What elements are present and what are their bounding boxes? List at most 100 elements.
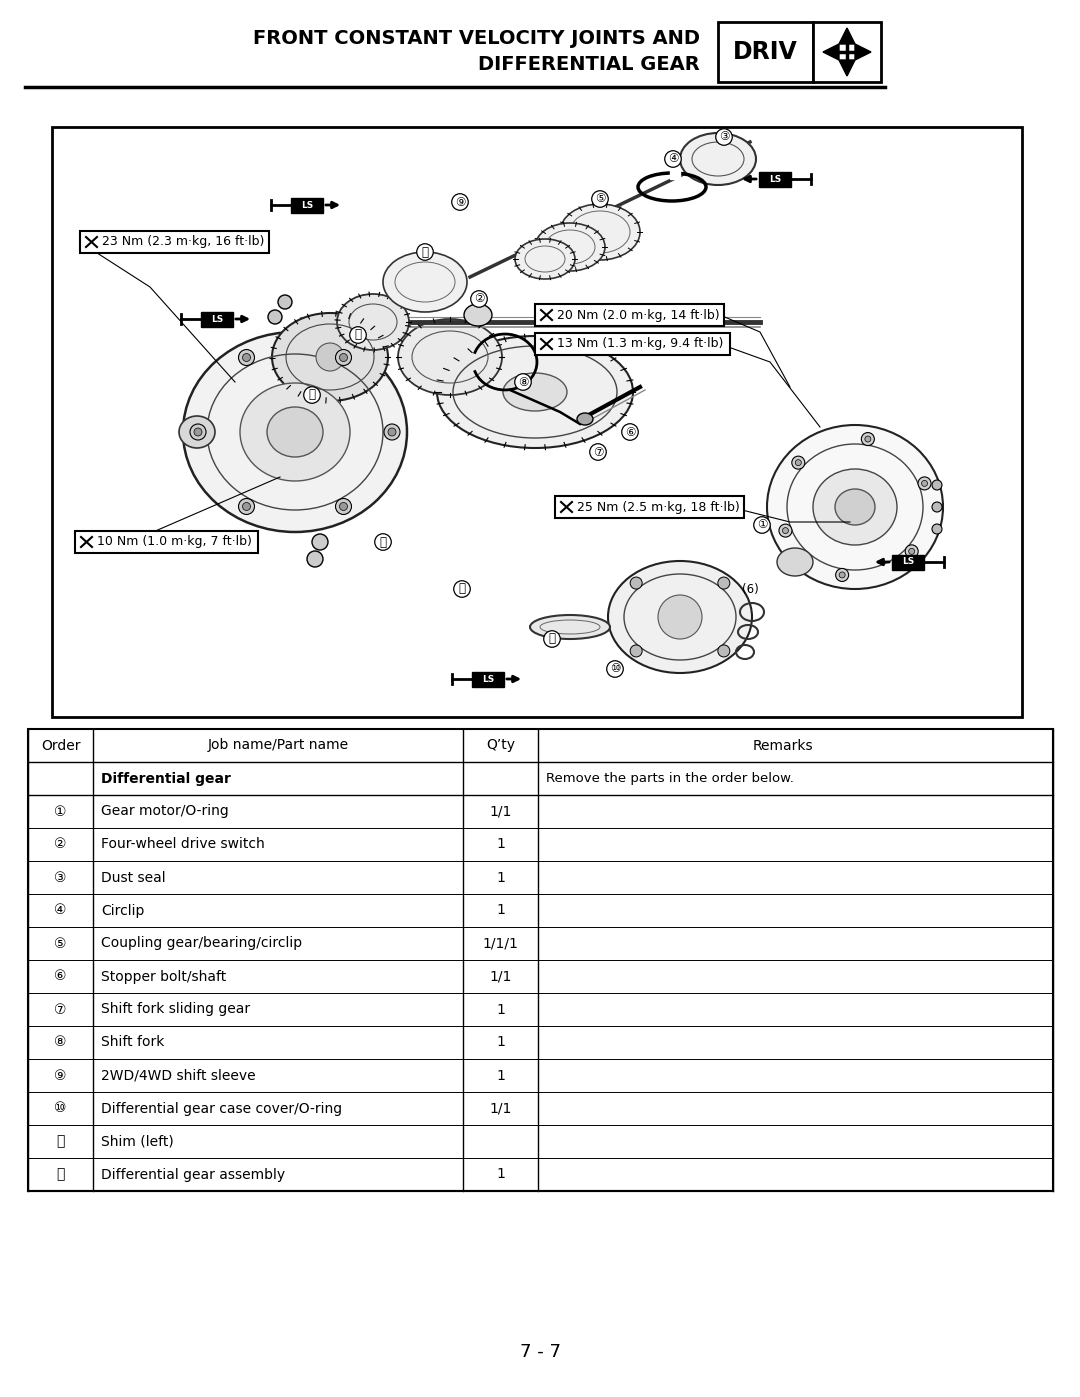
Bar	[535, 305, 725, 326]
Text: Q’ty: Q’ty	[486, 739, 515, 753]
Ellipse shape	[272, 313, 388, 401]
Text: ⑪: ⑪	[56, 1134, 65, 1148]
Bar	[291, 197, 323, 212]
Text: Remarks: Remarks	[753, 739, 813, 753]
Text: Coupling gear/bearing/circlip: Coupling gear/bearing/circlip	[102, 936, 302, 950]
Ellipse shape	[767, 425, 943, 590]
Text: 1/1: 1/1	[489, 805, 512, 819]
Circle shape	[630, 645, 643, 657]
Text: 7 - 7: 7 - 7	[519, 1343, 561, 1361]
Circle shape	[779, 524, 792, 536]
Bar	[28, 729, 1053, 1192]
Bar	[80, 231, 269, 253]
Ellipse shape	[777, 548, 813, 576]
Text: ⑤: ⑤	[54, 936, 67, 950]
Bar	[555, 496, 744, 518]
Circle shape	[307, 550, 323, 567]
Text: ④: ④	[54, 904, 67, 918]
Text: ⑭: ⑭	[421, 246, 429, 258]
Text: Shift fork sliding gear: Shift fork sliding gear	[102, 1003, 251, 1017]
Text: Shim (left): Shim (left)	[102, 1134, 174, 1148]
Text: Circlip: Circlip	[102, 904, 145, 918]
Circle shape	[839, 571, 846, 578]
Text: LS: LS	[902, 557, 914, 567]
Circle shape	[795, 460, 801, 465]
Ellipse shape	[464, 305, 492, 326]
Bar	[813, 22, 881, 82]
Text: LS: LS	[769, 175, 781, 183]
Text: ⑩: ⑩	[54, 1101, 67, 1115]
Bar	[759, 172, 791, 187]
Text: 1: 1	[496, 904, 505, 918]
Circle shape	[865, 436, 870, 441]
Text: ⑩: ⑩	[610, 662, 620, 676]
Text: ⑯: ⑯	[309, 388, 315, 401]
Text: ⑫: ⑫	[56, 1168, 65, 1182]
Bar	[892, 555, 924, 570]
Text: Order: Order	[41, 739, 80, 753]
Polygon shape	[839, 60, 855, 75]
Circle shape	[239, 349, 255, 366]
Text: DRIV: DRIV	[733, 41, 798, 64]
Circle shape	[336, 499, 351, 514]
Text: ⑦: ⑦	[54, 1003, 67, 1017]
Text: 1/1/1: 1/1/1	[483, 936, 518, 950]
Circle shape	[316, 344, 345, 372]
Text: ⑪: ⑪	[549, 633, 555, 645]
Text: ⑨: ⑨	[54, 1069, 67, 1083]
Circle shape	[862, 433, 875, 446]
Text: Dust seal: Dust seal	[102, 870, 165, 884]
Ellipse shape	[240, 383, 350, 481]
Circle shape	[718, 577, 730, 590]
Text: Four-wheel drive switch: Four-wheel drive switch	[102, 837, 265, 852]
Text: Stopper bolt/shaft: Stopper bolt/shaft	[102, 970, 226, 983]
Text: 2WD/4WD shift sleeve: 2WD/4WD shift sleeve	[102, 1069, 256, 1083]
Text: ③: ③	[719, 130, 729, 144]
Text: Gear motor/O-ring: Gear motor/O-ring	[102, 805, 229, 819]
Circle shape	[792, 457, 805, 469]
Text: LS: LS	[301, 201, 313, 210]
Text: LS: LS	[211, 314, 224, 324]
Text: 1: 1	[496, 1035, 505, 1049]
Text: 20 Nm (2.0 m·kg, 14 ft·lb): 20 Nm (2.0 m·kg, 14 ft·lb)	[557, 309, 719, 321]
Circle shape	[239, 499, 255, 514]
Circle shape	[278, 295, 292, 309]
Text: ②: ②	[474, 292, 484, 306]
Text: 1: 1	[496, 870, 505, 884]
Ellipse shape	[680, 133, 756, 184]
Bar	[670, 170, 680, 179]
Ellipse shape	[530, 615, 610, 638]
Text: 1: 1	[496, 1168, 505, 1182]
Text: ⑧: ⑧	[517, 376, 528, 388]
Text: ①: ①	[54, 805, 67, 819]
Text: 25 Nm (2.5 m·kg, 18 ft·lb): 25 Nm (2.5 m·kg, 18 ft·lb)	[577, 500, 740, 514]
Bar	[201, 312, 233, 327]
Bar	[75, 531, 258, 553]
Ellipse shape	[183, 332, 407, 532]
Circle shape	[190, 425, 206, 440]
Text: Shift fork: Shift fork	[102, 1035, 164, 1049]
Ellipse shape	[503, 373, 567, 411]
Bar	[52, 127, 1022, 717]
Text: 13 Nm (1.3 m·kg, 9.4 ft·lb): 13 Nm (1.3 m·kg, 9.4 ft·lb)	[557, 338, 724, 351]
Ellipse shape	[383, 251, 467, 312]
Text: DIFFERENTIAL GEAR: DIFFERENTIAL GEAR	[478, 54, 700, 74]
Text: FRONT CONSTANT VELOCITY JOINTS AND: FRONT CONSTANT VELOCITY JOINTS AND	[253, 29, 700, 49]
Text: ①: ①	[757, 518, 767, 531]
Ellipse shape	[337, 293, 409, 351]
Circle shape	[932, 481, 942, 490]
Bar	[472, 672, 504, 686]
Circle shape	[384, 425, 400, 440]
Ellipse shape	[561, 204, 640, 260]
Text: ⑦: ⑦	[593, 446, 604, 458]
Text: Job name/Part name: Job name/Part name	[207, 739, 349, 753]
Text: LS: LS	[482, 675, 495, 683]
Text: ⑤: ⑤	[595, 193, 605, 205]
Ellipse shape	[608, 562, 752, 673]
Ellipse shape	[515, 239, 575, 279]
Text: ⑬: ⑬	[379, 535, 387, 549]
Text: Differential gear case cover/O-ring: Differential gear case cover/O-ring	[102, 1101, 342, 1115]
Circle shape	[658, 595, 702, 638]
Circle shape	[339, 503, 348, 510]
Ellipse shape	[535, 224, 605, 271]
